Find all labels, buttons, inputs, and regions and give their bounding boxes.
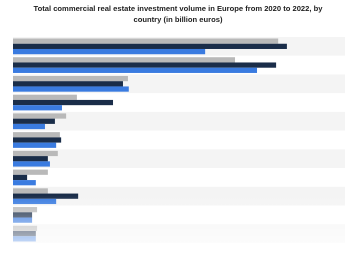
bar: [13, 67, 258, 73]
bar: [13, 132, 60, 138]
bar: [13, 57, 236, 63]
fade-overlay: [0, 195, 355, 253]
bar: [13, 62, 277, 68]
bar: [13, 156, 48, 162]
row-band: [13, 149, 345, 169]
bar: [13, 161, 50, 167]
bar: [13, 113, 67, 119]
bar: [13, 105, 62, 111]
bar: [13, 86, 129, 92]
bar: [13, 169, 48, 175]
bar: [13, 81, 123, 87]
bar: [13, 142, 57, 148]
bar: [13, 75, 128, 82]
chart-title: Total commercial real estate investment …: [34, 4, 324, 13]
row-band: [13, 168, 345, 187]
chart-title: country (in billion euros): [133, 15, 222, 24]
bar: [13, 38, 279, 44]
bar: [13, 123, 45, 130]
bar: [13, 94, 77, 100]
bar: [13, 150, 58, 157]
bar: [13, 180, 36, 186]
bar: [13, 188, 48, 194]
bar: [13, 43, 287, 49]
bar: [13, 99, 114, 106]
bar: [13, 118, 55, 124]
bar: [13, 137, 62, 143]
row-band: [13, 93, 345, 112]
bar: [13, 174, 28, 181]
row-band: [13, 111, 345, 131]
bar: [13, 48, 206, 55]
row-band: [13, 130, 345, 150]
